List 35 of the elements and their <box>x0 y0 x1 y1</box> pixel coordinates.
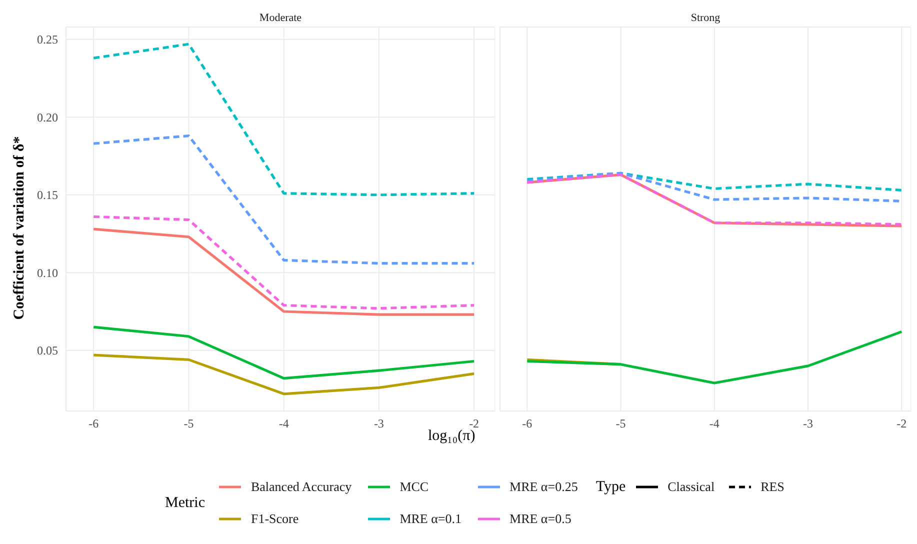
x-tick-label: -5 <box>616 416 626 431</box>
x-tick-label: -4 <box>709 416 720 431</box>
y-tick-label: 0.05 <box>37 344 58 358</box>
x-tick-label: -2 <box>469 416 480 431</box>
x-tick-label: -6 <box>88 416 99 431</box>
line-series <box>92 228 476 316</box>
chart-title: Moderate <box>258 12 303 24</box>
text: Classical <box>668 479 715 495</box>
x-tick-label: -6 <box>522 416 532 431</box>
y-tick-label: 0.20 <box>37 110 58 124</box>
legend-label: F1-Score <box>250 511 299 527</box>
x-tick-label: -3 <box>803 416 814 431</box>
x-tick-label: -4 <box>278 416 289 431</box>
y-axis-title: Coefficient of variation of δ* <box>12 136 28 320</box>
y-tick-label: 0.10 <box>37 266 58 280</box>
chart-title: Strong <box>690 12 722 24</box>
y-tick-label: 0.25 <box>37 32 58 47</box>
text: RES <box>760 479 784 495</box>
line-series <box>92 354 476 396</box>
legend-label: MRE α=0.1 <box>400 511 462 527</box>
legend-title: Metric <box>165 494 205 512</box>
legend-label: MCC <box>400 479 429 495</box>
x-tick-label: -5 <box>184 416 194 431</box>
legend-label: MRE α=0.25 <box>510 479 578 495</box>
line-series <box>92 134 476 265</box>
line-series <box>92 326 476 380</box>
x-axis-title: log₁₀(π) <box>428 428 476 445</box>
line-series <box>92 42 476 196</box>
text: Type <box>596 478 626 496</box>
x-tick-label: -3 <box>374 416 384 431</box>
line-series <box>92 215 476 310</box>
y-tick-label: 0.15 <box>37 188 58 202</box>
legend-label: MRE α=0.5 <box>510 511 572 527</box>
x-tick-label: -2 <box>896 416 907 431</box>
legend-label: Balanced Accuracy <box>250 479 352 495</box>
